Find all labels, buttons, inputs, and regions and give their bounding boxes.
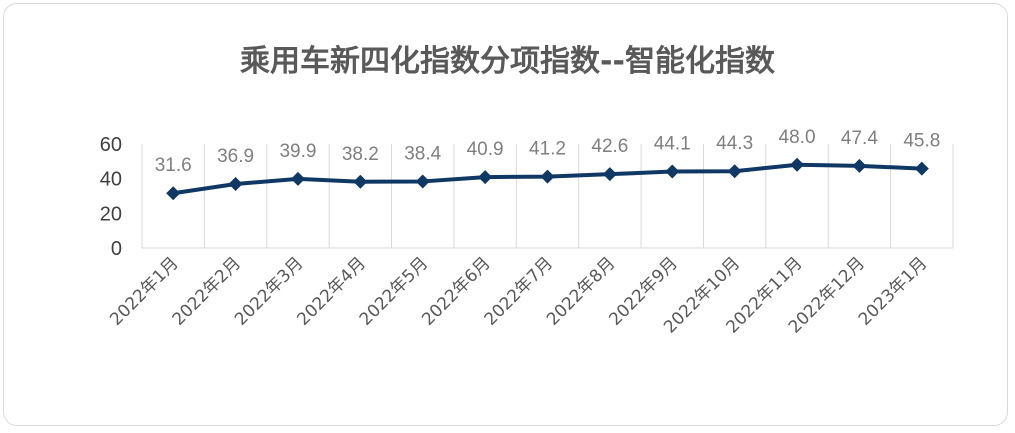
y-tick-label: 40 xyxy=(100,169,122,191)
data-label: 39.9 xyxy=(279,141,316,162)
data-point xyxy=(602,167,617,182)
data-point xyxy=(852,158,867,173)
data-point xyxy=(727,164,742,179)
y-tick-label: 60 xyxy=(100,134,122,156)
data-label: 44.1 xyxy=(654,134,691,155)
chart-card xyxy=(3,3,1008,426)
series-markers xyxy=(166,157,929,201)
y-axis-ticks: 0 20 40 60 xyxy=(100,134,122,260)
data-label: 36.9 xyxy=(217,146,254,167)
x-axis-labels: 2022年1月2022年2月2022年3月2022年4月2022年5月2022年… xyxy=(106,253,931,337)
data-point xyxy=(790,157,805,172)
data-point xyxy=(415,174,430,189)
data-label: 41.2 xyxy=(529,139,566,160)
x-tick-label: 2023年1月 xyxy=(855,253,931,329)
data-point xyxy=(166,186,181,201)
data-label: 38.4 xyxy=(404,143,441,164)
data-label: 42.6 xyxy=(591,136,628,157)
chart-title: 乘用车新四化指数分项指数--智能化指数 xyxy=(240,44,775,79)
data-label: 48.0 xyxy=(779,127,816,148)
data-label: 47.4 xyxy=(841,128,878,149)
data-labels: 31.6 36.9 39.9 38.2 38.4 40.9 41.2 42.6 44.1 44.3… xyxy=(155,127,941,176)
grid-lines xyxy=(141,144,954,248)
data-point xyxy=(914,161,929,176)
data-label: 45.8 xyxy=(903,131,940,152)
data-point xyxy=(290,171,305,186)
data-label: 40.9 xyxy=(467,139,504,160)
data-label: 44.3 xyxy=(716,133,753,154)
y-tick-label: 20 xyxy=(100,203,122,225)
data-label: 38.2 xyxy=(342,144,379,165)
data-point xyxy=(540,169,555,184)
data-point xyxy=(478,170,493,185)
data-label: 31.6 xyxy=(155,155,192,176)
y-tick-label: 0 xyxy=(111,238,122,260)
data-point xyxy=(353,174,368,189)
data-point xyxy=(228,177,243,192)
data-point xyxy=(665,164,680,179)
